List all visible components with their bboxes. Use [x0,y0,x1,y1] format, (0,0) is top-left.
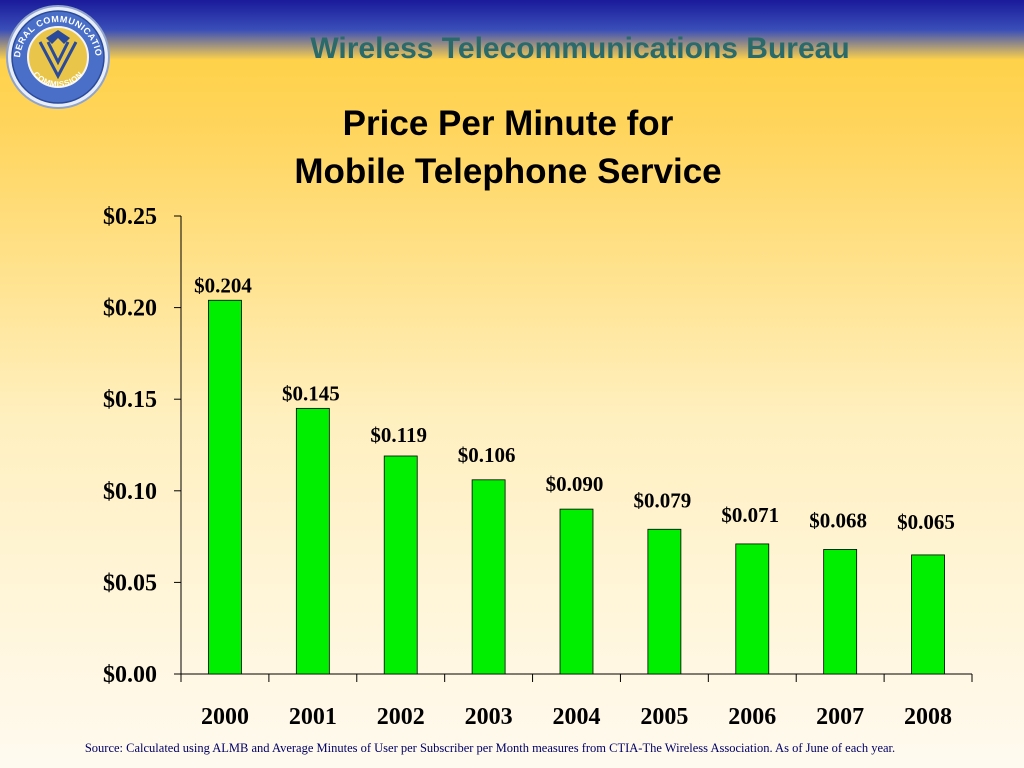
bar-2005 [647,528,682,675]
data-label-2005: $0.079 [634,488,692,512]
x-tick-label-2003: 2003 [465,704,513,730]
data-label-2001: $0.145 [282,381,340,405]
data-label-2000: $0.204 [194,273,252,297]
x-tick-label-2006: 2006 [728,704,776,730]
data-label-2008: $0.065 [897,510,955,534]
data-label-2006: $0.071 [721,503,779,527]
bar-2002 [383,455,418,675]
chart-title: Price Per Minute for Mobile Telephone Se… [0,100,1016,196]
bar-2000 [208,299,242,675]
x-tick-label-2007: 2007 [816,704,864,730]
bar-2008 [911,554,945,675]
y-tick-label: $0.00 [103,662,157,688]
y-tick-label: $0.20 [103,296,157,322]
x-tick-label-2004: 2004 [553,704,601,730]
bar-2001 [295,407,330,675]
x-tick-label-2008: 2008 [904,704,952,730]
bar-2003 [471,479,506,675]
y-tick-label: $0.10 [103,479,157,505]
x-tick-label-2000: 2000 [201,704,249,730]
data-label-2002: $0.119 [370,423,427,447]
data-label-2007: $0.068 [809,508,867,532]
chart-title-line-2: Mobile Telephone Service [294,152,722,191]
data-label-2004: $0.090 [546,472,604,496]
x-tick-label-2002: 2002 [377,704,425,730]
bar-2006 [735,543,770,675]
data-label-2003: $0.106 [458,443,516,467]
y-tick-label: $0.05 [103,570,157,596]
chart-title-line-1: Price Per Minute for [342,104,674,143]
y-tick-label: $0.25 [103,204,157,230]
x-tick-label-2005: 2005 [640,704,688,730]
x-tick-label-2001: 2001 [289,704,337,730]
bar-2007 [823,549,858,675]
source-note: Source: Calculated using ALMB and Averag… [84,741,896,755]
fcc-seal-icon: FEDERAL COMMUNICATIONS COMMISSION [4,4,110,109]
bar-2004 [559,508,594,675]
y-tick-label: $0.15 [103,387,157,413]
bureau-name: Wireless Telecommunications Bureau [310,32,850,65]
